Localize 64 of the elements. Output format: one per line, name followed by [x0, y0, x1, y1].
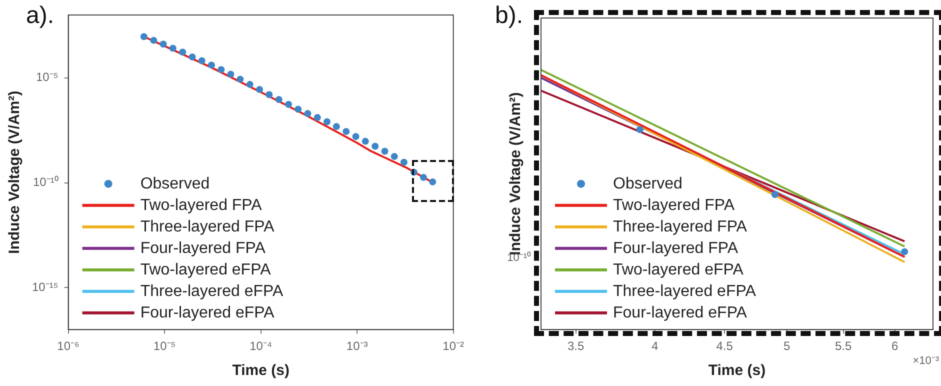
x-tick-label: 10⁻²: [442, 339, 464, 354]
point: [246, 80, 254, 88]
legend-label: Four-layered FPA: [140, 240, 266, 257]
legend-label: Two-layered FPA: [613, 196, 735, 214]
legend-label: Three-layered FPA: [140, 218, 275, 236]
legend-label: Three-layered eFPA: [140, 282, 284, 300]
legend-label: Three-layered eFPA: [613, 282, 756, 300]
legend-label: Two-layered eFPA: [140, 261, 272, 278]
y-tick-label: 10⁻¹⁵: [32, 280, 58, 294]
point: [198, 57, 206, 64]
point: [390, 152, 398, 160]
point: [160, 40, 167, 48]
point: [372, 142, 379, 150]
x-tick-label: 10⁻³: [346, 339, 368, 354]
x-tick-label: 10⁻⁵: [153, 339, 176, 354]
point: [188, 53, 196, 60]
point: [304, 110, 312, 118]
point: [332, 123, 340, 130]
point: [342, 128, 350, 135]
x-tick-label: 4.5: [716, 339, 734, 354]
legend-label: Two-layered eFPA: [613, 261, 744, 278]
point: [140, 33, 148, 40]
point: [256, 86, 264, 94]
point: [352, 133, 360, 140]
point: [218, 66, 225, 74]
text: ×10⁻³: [912, 355, 940, 368]
legend-label: Four-layered eFPA: [613, 304, 748, 322]
point: [362, 138, 369, 145]
point: [275, 96, 282, 104]
x-tick-label: 10⁻⁶: [57, 339, 80, 354]
chart-title: a).: [26, 2, 54, 30]
x-tick-label: 5: [784, 339, 791, 354]
point: [285, 100, 292, 108]
x-tick-label: 6: [891, 339, 898, 354]
legend-label: Observed: [140, 175, 210, 192]
point: [324, 118, 330, 126]
point: [179, 48, 186, 56]
x-tick-label: 5.5: [834, 339, 852, 354]
x-axis-title: Time (s): [232, 362, 290, 380]
legend-label: Four-layered eFPA: [140, 304, 275, 322]
chart-title: b).: [495, 2, 524, 30]
legend-label: Two-layered FPA: [140, 196, 262, 214]
point: [208, 62, 215, 69]
point: [420, 174, 428, 181]
point: [429, 178, 436, 186]
y-tick-label: 10⁻⁵: [36, 70, 58, 84]
point: [400, 158, 408, 166]
x-tick-label: 10⁻⁴: [250, 339, 272, 354]
point: [236, 76, 244, 83]
point: [381, 148, 388, 155]
point: [169, 44, 176, 52]
x-axis-title: Time (s): [708, 362, 766, 380]
point: [266, 91, 273, 98]
y-axis-title: Induce Voltage (V/Am²): [6, 90, 24, 254]
y-tick-label: 10⁻¹⁰: [32, 175, 58, 190]
point: [294, 106, 302, 113]
legend-label: Three-layered FPA: [613, 218, 748, 236]
point: [227, 70, 234, 78]
point: [314, 114, 321, 121]
legend-label: Four-layered FPA: [613, 240, 738, 257]
point: [150, 36, 158, 44]
legend-label: Observed: [613, 175, 682, 192]
x-tick-label: 3.5: [567, 339, 584, 354]
x-tick-label: 4: [652, 339, 659, 354]
